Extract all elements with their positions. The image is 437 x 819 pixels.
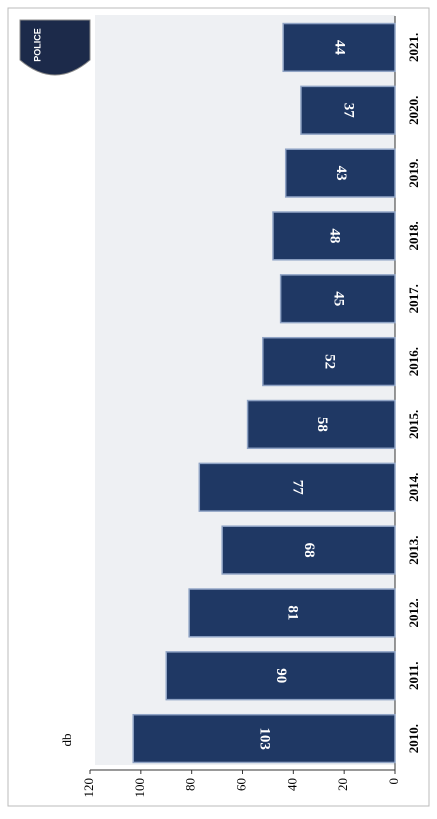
value-label: 52 — [321, 354, 337, 369]
x-tick-label: 2015. — [406, 410, 421, 439]
value-label: 37 — [341, 103, 357, 119]
bar — [132, 713, 396, 764]
y-tick-label: 0 — [386, 778, 401, 785]
bar — [300, 85, 396, 135]
plot: db 0 20 40 60 80 100 120 103 2010. 90 2011. 81 2012. 6… — [59, 16, 421, 798]
x-tick-label: 2014. — [406, 473, 421, 502]
value-label: 103 — [257, 727, 273, 750]
value-label: 81 — [285, 605, 301, 620]
y-tick-label: 80 — [183, 778, 198, 791]
bar — [246, 399, 396, 450]
bar — [165, 651, 396, 701]
y-tick-label: 20 — [335, 778, 350, 791]
y-tick-label: 100 — [132, 778, 147, 798]
badge: POLICE — [19, 19, 91, 76]
value-label: 43 — [333, 166, 349, 181]
bar — [198, 462, 396, 512]
x-tick-label: 2011. — [406, 661, 421, 690]
y-tick-label: 60 — [233, 778, 248, 791]
value-label: 77 — [290, 480, 306, 496]
badge-text: POLICE — [32, 28, 42, 62]
y-tick-label: 120 — [81, 778, 96, 798]
x-tick-label: 2010. — [406, 724, 421, 753]
x-tick-label: 2013. — [406, 535, 421, 564]
x-tick-label: 2012. — [406, 598, 421, 627]
bar — [262, 336, 396, 387]
x-tick-label: 2021. — [406, 33, 421, 62]
bar — [279, 274, 396, 324]
y-tick-label: 40 — [284, 778, 299, 791]
bar — [282, 22, 396, 73]
x-tick-label: 2018. — [406, 221, 421, 250]
value-label: 58 — [314, 417, 330, 432]
badge-shape — [19, 19, 91, 76]
bar — [221, 525, 396, 575]
background-photo — [95, 15, 395, 765]
value-label: 68 — [301, 543, 317, 558]
value-label: 90 — [273, 668, 289, 683]
value-label: 48 — [327, 228, 343, 243]
bar — [272, 211, 396, 261]
x-tick-label: 2017. — [406, 284, 421, 313]
x-tick-label: 2019. — [406, 158, 421, 187]
y-axis-label: db — [59, 734, 74, 747]
value-label: 45 — [330, 291, 346, 306]
x-tick-label: 2016. — [406, 347, 421, 376]
x-tick-label: 2020. — [406, 96, 421, 125]
value-label: 44 — [332, 40, 348, 56]
bar — [284, 148, 396, 198]
bar — [188, 588, 396, 638]
